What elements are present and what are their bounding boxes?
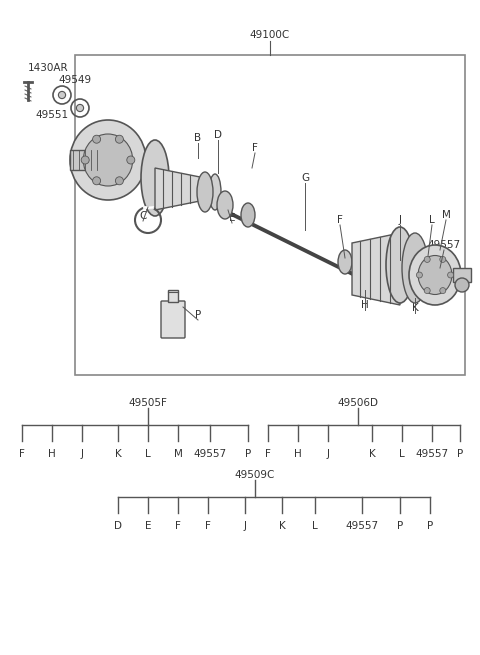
Ellipse shape <box>402 233 428 303</box>
Ellipse shape <box>84 134 132 186</box>
Ellipse shape <box>141 140 169 216</box>
Text: F: F <box>205 521 211 531</box>
Ellipse shape <box>70 120 146 200</box>
Text: F: F <box>265 449 271 459</box>
Text: 49557: 49557 <box>427 240 461 250</box>
Text: P: P <box>245 449 251 459</box>
Text: 49506D: 49506D <box>337 398 379 408</box>
Circle shape <box>447 272 454 278</box>
Text: D: D <box>214 130 222 140</box>
Ellipse shape <box>197 172 213 212</box>
Bar <box>453 268 471 282</box>
Text: L: L <box>399 449 405 459</box>
Text: L: L <box>429 215 435 225</box>
Ellipse shape <box>409 245 461 305</box>
Text: P: P <box>427 521 433 531</box>
Text: 49557: 49557 <box>415 449 449 459</box>
Text: J: J <box>398 215 401 225</box>
Bar <box>168 290 178 302</box>
Text: 49551: 49551 <box>35 110 68 120</box>
Ellipse shape <box>386 227 414 303</box>
Text: K: K <box>369 449 375 459</box>
Text: F: F <box>19 449 25 459</box>
Circle shape <box>93 135 101 143</box>
Text: 49557: 49557 <box>346 521 379 531</box>
Ellipse shape <box>241 203 255 227</box>
Circle shape <box>115 177 123 185</box>
Text: M: M <box>174 449 182 459</box>
Text: G: G <box>301 173 309 183</box>
Circle shape <box>440 288 446 293</box>
Text: P: P <box>397 521 403 531</box>
Text: E: E <box>229 213 235 223</box>
Text: C: C <box>139 211 147 221</box>
Text: M: M <box>442 210 450 220</box>
Text: 49557: 49557 <box>193 449 227 459</box>
Text: L: L <box>145 449 151 459</box>
Text: 49100C: 49100C <box>250 30 290 40</box>
Circle shape <box>115 135 123 143</box>
Circle shape <box>424 288 430 293</box>
Ellipse shape <box>338 250 352 274</box>
Circle shape <box>81 156 89 164</box>
Text: H: H <box>294 449 302 459</box>
Text: 49509C: 49509C <box>235 470 275 480</box>
Text: F: F <box>252 143 258 153</box>
Text: F: F <box>175 521 181 531</box>
Text: P: P <box>195 310 201 320</box>
Text: K: K <box>412 303 419 313</box>
Text: J: J <box>81 449 84 459</box>
Circle shape <box>455 278 469 292</box>
Text: P: P <box>457 449 463 459</box>
Text: H: H <box>361 300 369 310</box>
Circle shape <box>59 92 66 99</box>
Ellipse shape <box>217 191 233 219</box>
FancyBboxPatch shape <box>161 301 185 338</box>
Circle shape <box>440 256 446 263</box>
Ellipse shape <box>209 174 221 210</box>
Circle shape <box>76 104 84 111</box>
Text: L: L <box>312 521 318 531</box>
Text: B: B <box>194 133 202 143</box>
Text: D: D <box>114 521 122 531</box>
Polygon shape <box>155 168 205 210</box>
Text: H: H <box>48 449 56 459</box>
Bar <box>70 150 100 170</box>
Circle shape <box>416 272 422 278</box>
Text: 49505F: 49505F <box>129 398 168 408</box>
Text: 1430AR: 1430AR <box>28 63 69 73</box>
Ellipse shape <box>418 255 452 295</box>
Bar <box>75 55 465 375</box>
Text: K: K <box>115 449 121 459</box>
Text: F: F <box>337 215 343 225</box>
Circle shape <box>127 156 135 164</box>
Text: E: E <box>145 521 151 531</box>
Text: K: K <box>278 521 286 531</box>
Text: J: J <box>243 521 247 531</box>
Polygon shape <box>352 233 400 305</box>
Text: 49549: 49549 <box>58 75 91 85</box>
Circle shape <box>93 177 101 185</box>
Circle shape <box>424 256 430 263</box>
Text: J: J <box>326 449 329 459</box>
